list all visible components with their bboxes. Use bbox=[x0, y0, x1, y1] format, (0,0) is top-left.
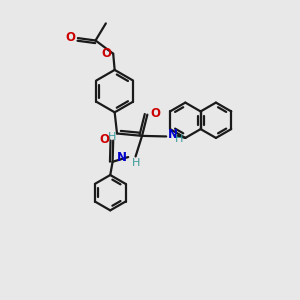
Text: N: N bbox=[117, 151, 127, 164]
Text: O: O bbox=[101, 47, 111, 60]
Text: O: O bbox=[150, 107, 160, 120]
Text: N: N bbox=[168, 128, 178, 141]
Text: H: H bbox=[107, 132, 116, 142]
Text: O: O bbox=[100, 133, 110, 146]
Text: H: H bbox=[132, 158, 140, 168]
Text: O: O bbox=[65, 31, 76, 44]
Text: H: H bbox=[174, 134, 183, 144]
